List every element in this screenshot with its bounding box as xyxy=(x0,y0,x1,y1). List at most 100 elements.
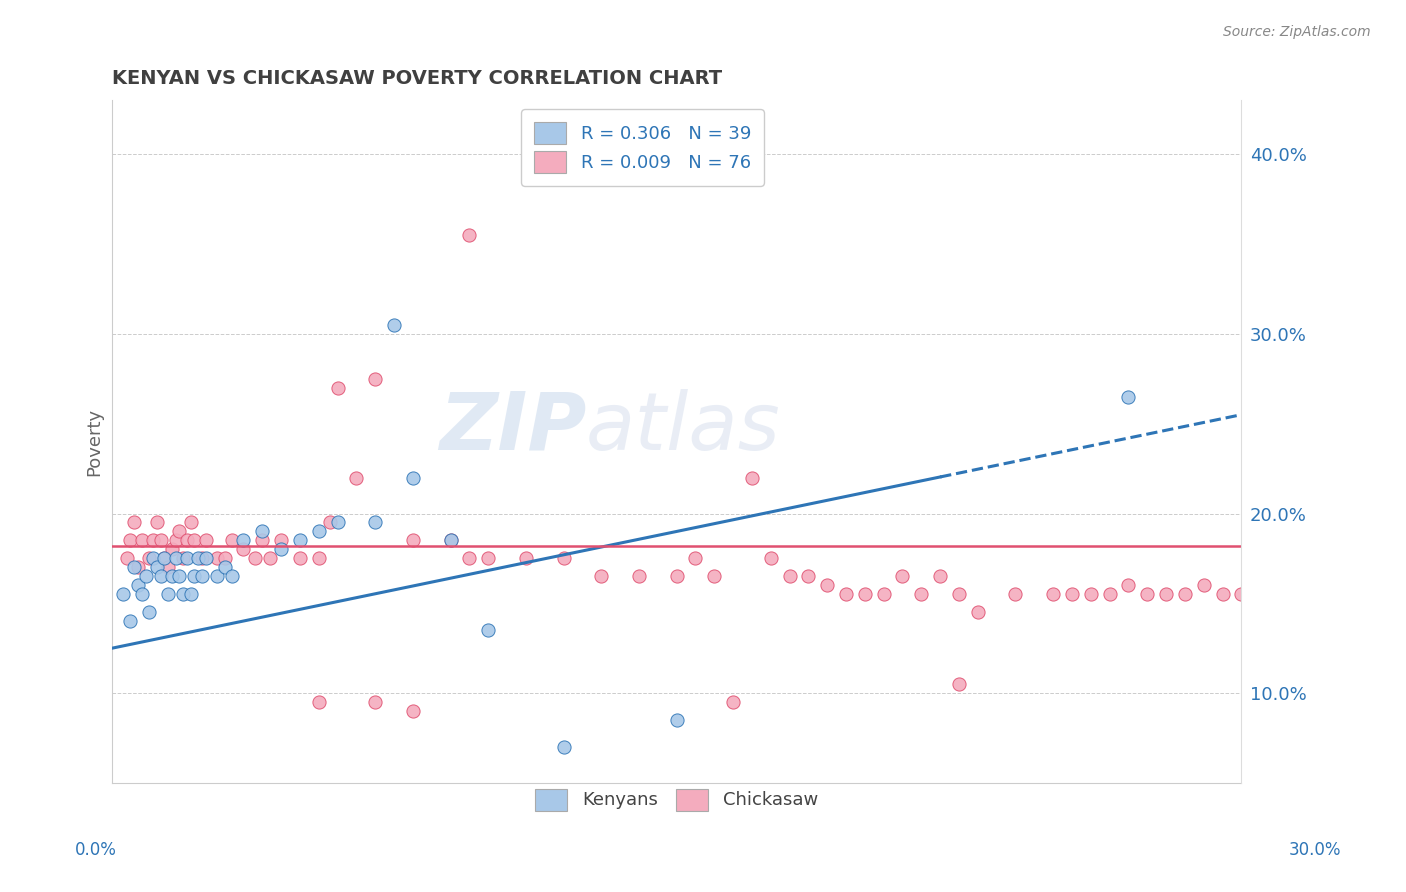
Point xyxy=(1060,587,1083,601)
Point xyxy=(382,318,405,332)
Point xyxy=(135,569,157,583)
Point xyxy=(402,704,425,718)
Point xyxy=(458,551,481,566)
Point xyxy=(458,227,481,242)
Point xyxy=(180,516,202,530)
Point xyxy=(146,560,169,574)
Point xyxy=(183,569,205,583)
Point xyxy=(1080,587,1102,601)
Point xyxy=(364,372,387,386)
Point xyxy=(157,560,180,574)
Point xyxy=(346,470,368,484)
Point xyxy=(169,569,191,583)
Point xyxy=(1042,587,1064,601)
Point xyxy=(138,551,160,566)
Point xyxy=(721,695,744,709)
Point xyxy=(872,587,894,601)
Point xyxy=(153,551,176,566)
Point xyxy=(169,524,191,539)
Point xyxy=(326,381,349,395)
Point xyxy=(288,533,311,548)
Point xyxy=(111,587,134,601)
Point xyxy=(477,551,499,566)
Point xyxy=(205,551,228,566)
Point xyxy=(308,695,330,709)
Point xyxy=(165,533,187,548)
Point xyxy=(205,569,228,583)
Point xyxy=(835,587,858,601)
Point xyxy=(929,569,952,583)
Text: ZIP: ZIP xyxy=(439,389,586,467)
Point xyxy=(1004,587,1026,601)
Point xyxy=(591,569,613,583)
Point xyxy=(221,569,243,583)
Point xyxy=(1098,587,1121,601)
Point xyxy=(149,533,172,548)
Point xyxy=(120,533,142,548)
Point xyxy=(288,551,311,566)
Text: Source: ZipAtlas.com: Source: ZipAtlas.com xyxy=(1223,25,1371,39)
Point xyxy=(948,587,970,601)
Point xyxy=(1118,390,1140,404)
Point xyxy=(191,551,214,566)
Point xyxy=(160,542,183,557)
Point xyxy=(172,551,194,566)
Point xyxy=(232,533,254,548)
Point xyxy=(270,533,292,548)
Point xyxy=(439,533,461,548)
Point xyxy=(759,551,782,566)
Point xyxy=(127,560,149,574)
Point xyxy=(194,533,217,548)
Point xyxy=(142,533,165,548)
Point xyxy=(779,569,801,583)
Point xyxy=(115,551,138,566)
Point xyxy=(131,533,153,548)
Point xyxy=(138,605,160,619)
Point xyxy=(1174,587,1197,601)
Point xyxy=(515,551,537,566)
Point xyxy=(308,551,330,566)
Point xyxy=(165,551,187,566)
Point xyxy=(146,516,169,530)
Text: atlas: atlas xyxy=(586,389,780,467)
Point xyxy=(891,569,914,583)
Point xyxy=(131,587,153,601)
Point xyxy=(176,533,198,548)
Point xyxy=(1118,578,1140,592)
Point xyxy=(665,569,688,583)
Point xyxy=(966,605,988,619)
Point xyxy=(142,551,165,566)
Point xyxy=(214,560,236,574)
Point xyxy=(180,587,202,601)
Point xyxy=(194,551,217,566)
Point xyxy=(153,551,176,566)
Text: 30.0%: 30.0% xyxy=(1288,840,1341,858)
Point xyxy=(665,713,688,727)
Point xyxy=(122,560,145,574)
Point xyxy=(948,677,970,691)
Point xyxy=(685,551,707,566)
Point xyxy=(252,533,274,548)
Y-axis label: Poverty: Poverty xyxy=(86,408,103,475)
Point xyxy=(183,533,205,548)
Point xyxy=(1192,578,1215,592)
Point xyxy=(221,533,243,548)
Point xyxy=(243,551,266,566)
Point xyxy=(364,516,387,530)
Point xyxy=(187,551,209,566)
Point xyxy=(627,569,650,583)
Point xyxy=(553,551,575,566)
Point xyxy=(477,624,499,638)
Point xyxy=(122,516,145,530)
Point xyxy=(149,569,172,583)
Point xyxy=(553,740,575,755)
Point xyxy=(308,524,330,539)
Point xyxy=(1154,587,1177,601)
Point xyxy=(160,569,183,583)
Point xyxy=(270,542,292,557)
Point xyxy=(157,587,180,601)
Point xyxy=(232,542,254,557)
Point xyxy=(703,569,725,583)
Point xyxy=(402,533,425,548)
Point xyxy=(853,587,876,601)
